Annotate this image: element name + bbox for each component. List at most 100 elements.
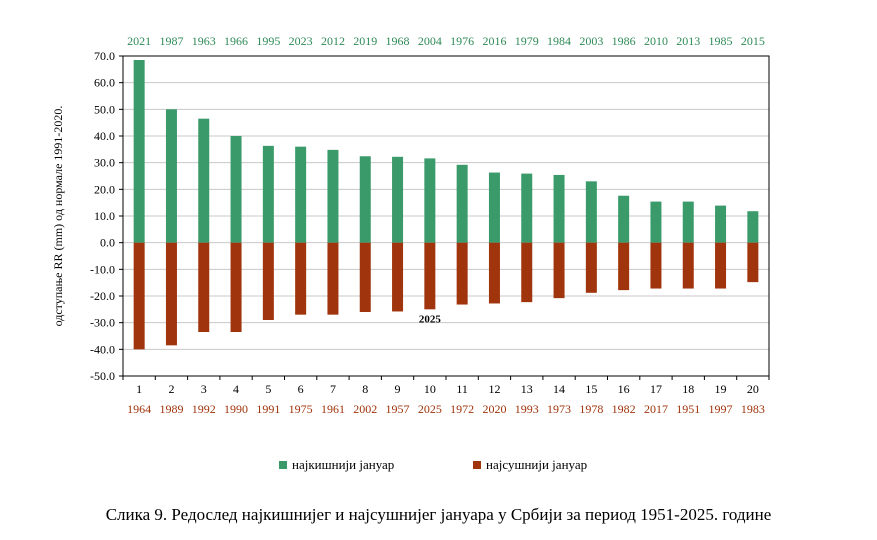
- bottom-year-label: 1973: [547, 402, 571, 416]
- legend-swatch-dry: [473, 461, 481, 469]
- x-category-label: 10: [424, 382, 436, 396]
- bars: [133, 60, 759, 350]
- top-year-label: 1987: [159, 34, 183, 48]
- bar-driest: [165, 242, 177, 346]
- bar-wettest: [295, 146, 307, 243]
- bar-driest: [488, 242, 500, 304]
- bar-driest: [715, 242, 727, 289]
- bar-wettest: [585, 181, 597, 243]
- bar-driest: [618, 242, 630, 291]
- bar-wettest: [521, 173, 533, 243]
- x-category-label: 16: [618, 382, 630, 396]
- bar-driest: [521, 242, 533, 303]
- gridlines: [119, 55, 769, 377]
- bar-wettest: [198, 118, 210, 243]
- top-year-label: 1986: [612, 34, 636, 48]
- y-tick-label: 30.0: [94, 156, 115, 170]
- x-category-label: 17: [650, 382, 662, 396]
- x-category-label: 4: [233, 382, 239, 396]
- bar-driest: [585, 242, 597, 293]
- x-category-label: 7: [330, 382, 336, 396]
- bar-wettest: [359, 156, 371, 243]
- y-tick-label: -40.0: [90, 342, 115, 356]
- y-tick-label: 20.0: [94, 182, 115, 196]
- bar-driest: [424, 242, 436, 310]
- bottom-year-label: 1982: [612, 402, 636, 416]
- x-category-label: 2: [168, 382, 174, 396]
- bar-wettest: [230, 136, 242, 243]
- legend-swatch-wet: [279, 461, 287, 469]
- top-year-label: 1966: [224, 34, 248, 48]
- bottom-year-label: 1992: [192, 402, 216, 416]
- legend: најкишнији јануар најсушнији јануар: [279, 457, 587, 472]
- bar-driest: [650, 242, 662, 289]
- bottom-year-label: 1961: [321, 402, 345, 416]
- top-year-label: 2003: [579, 34, 603, 48]
- top-year-label: 2015: [741, 34, 765, 48]
- y-tick-label: 50.0: [94, 102, 115, 116]
- bottom-year-label: 2025: [418, 402, 442, 416]
- bar-wettest: [650, 201, 662, 243]
- top-year-label: 1979: [515, 34, 539, 48]
- x-category-label: 13: [521, 382, 533, 396]
- top-year-label: 2023: [289, 34, 313, 48]
- bottom-year-label: 1964: [127, 402, 151, 416]
- bar-wettest: [392, 156, 404, 243]
- bottom-year-label: 1991: [256, 402, 280, 416]
- y-tick-label: 60.0: [94, 76, 115, 90]
- bar-driest: [456, 242, 468, 305]
- bottom-year-label: 2017: [644, 402, 668, 416]
- x-category-label: 18: [682, 382, 694, 396]
- y-tick-label: -30.0: [90, 316, 115, 330]
- x-category-label: 20: [747, 382, 759, 396]
- top-year-label: 2021: [127, 34, 151, 48]
- bottom-year-label: 2002: [353, 402, 377, 416]
- bottom-year-label: 1951: [676, 402, 700, 416]
- annotation-2025: 2025: [419, 313, 442, 325]
- bar-wettest: [747, 211, 759, 243]
- top-year-label: 2012: [321, 34, 345, 48]
- top-year-label: 1963: [192, 34, 216, 48]
- top-year-label: 2010: [644, 34, 668, 48]
- y-tick-label: 70.0: [94, 49, 115, 63]
- legend-label-dry: најсушнији јануар: [486, 457, 587, 472]
- top-year-label: 1985: [709, 34, 733, 48]
- bar-wettest: [715, 205, 727, 243]
- bottom-year-label: 1978: [579, 402, 603, 416]
- top-year-label: 1968: [386, 34, 410, 48]
- bar-driest: [682, 242, 694, 289]
- top-year-label: 2019: [353, 34, 377, 48]
- bar-wettest: [682, 201, 694, 243]
- x-category-label: 8: [362, 382, 368, 396]
- y-tick-labels: 70.0 60.0 50.0 40.0 30.0 20.0 10.0 0.0 -10.0 -20.…: [90, 49, 115, 383]
- y-tick-label: 40.0: [94, 129, 115, 143]
- bar-wettest: [488, 172, 500, 243]
- x-category-label: 11: [456, 382, 468, 396]
- top-year-label: 2013: [676, 34, 700, 48]
- bottom-year-label: 1997: [709, 402, 733, 416]
- bar-driest: [198, 242, 210, 332]
- top-year-label: 1995: [256, 34, 280, 48]
- bar-wettest: [262, 145, 274, 243]
- bar-driest: [359, 242, 371, 312]
- x-category-label: 9: [395, 382, 401, 396]
- bar-driest: [295, 242, 307, 315]
- top-year-label: 1976: [450, 34, 474, 48]
- bar-driest: [747, 242, 759, 283]
- legend-label-wet: најкишнији јануар: [292, 457, 394, 472]
- bar-wettest: [165, 109, 177, 243]
- y-tick-label: -10.0: [90, 262, 115, 276]
- top-year-label: 2004: [418, 34, 442, 48]
- chart: 70.0 60.0 50.0 40.0 30.0 20.0 10.0 0.0 -10.0 -20.…: [51, 34, 770, 472]
- bottom-year-label: 2020: [482, 402, 506, 416]
- bottom-year-label: 1990: [224, 402, 248, 416]
- y-tick-label: -50.0: [90, 369, 115, 383]
- bottom-year-label: 1993: [515, 402, 539, 416]
- bar-driest: [230, 242, 242, 332]
- top-year-label: 2016: [482, 34, 506, 48]
- bar-wettest: [424, 158, 436, 243]
- x-category-label: 15: [585, 382, 597, 396]
- figure-caption: Слика 9. Редослед најкишнијег и најсушни…: [105, 505, 772, 524]
- bar-driest: [133, 242, 145, 350]
- bottom-year-label: 1957: [386, 402, 410, 416]
